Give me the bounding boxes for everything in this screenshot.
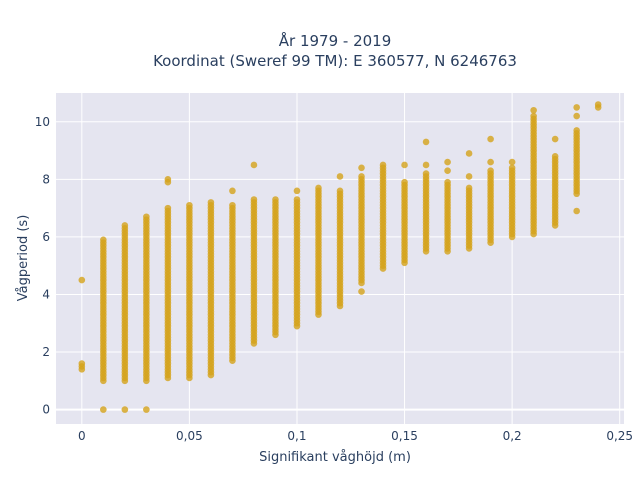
data-point	[487, 158, 494, 166]
data-point	[121, 406, 129, 413]
data-point	[465, 173, 473, 180]
data-point	[551, 153, 559, 160]
data-point	[207, 199, 215, 206]
data-point	[465, 184, 473, 192]
data-point	[164, 176, 172, 183]
y-tick-label: 6	[42, 230, 50, 244]
data-point	[143, 213, 150, 221]
data-point	[573, 112, 580, 120]
y-tick-label: 2	[42, 345, 50, 359]
data-point	[336, 173, 344, 180]
data-point	[315, 184, 322, 192]
chart-title-line2: Koordinat (Sweref 99 TM): E 360577, N 62…	[153, 52, 517, 70]
data-point	[573, 127, 580, 134]
x-tick-label: 0,15	[391, 429, 418, 443]
data-point	[379, 161, 387, 169]
y-tick-label: 10	[35, 115, 50, 129]
x-axis-title: Signifikant våghöjd (m)	[259, 450, 411, 465]
data-point	[508, 164, 516, 172]
y-tick-label: 0	[42, 403, 50, 417]
data-point	[293, 187, 301, 195]
data-point	[530, 106, 537, 114]
data-point	[229, 201, 236, 209]
data-point	[444, 178, 451, 186]
data-point	[422, 138, 430, 146]
data-point	[465, 150, 473, 157]
x-tick-label: 0,1	[287, 429, 306, 443]
x-tick-label: 0,25	[606, 429, 633, 443]
data-point	[530, 112, 537, 120]
chart-title-line1: År 1979 - 2019	[279, 31, 392, 50]
data-point	[422, 170, 430, 177]
data-point	[229, 187, 236, 195]
data-point	[401, 161, 408, 169]
data-point	[143, 406, 150, 413]
data-point	[358, 164, 365, 172]
data-point	[164, 204, 172, 212]
data-point	[401, 178, 408, 186]
data-point	[336, 187, 344, 195]
x-tick-label: 0,05	[176, 429, 203, 443]
data-point	[444, 167, 451, 175]
data-point	[573, 207, 580, 215]
data-point	[594, 101, 602, 108]
data-point	[444, 158, 451, 166]
data-point	[121, 222, 129, 229]
data-point	[573, 104, 580, 111]
y-tick-labels: 0 2 4 6 8 10	[35, 115, 50, 417]
data-point	[487, 135, 494, 143]
data-point	[293, 196, 301, 203]
y-tick-label: 8	[42, 172, 50, 186]
data-point	[100, 406, 107, 413]
data-point	[250, 161, 258, 169]
data-point	[186, 201, 193, 209]
data-point	[551, 135, 559, 143]
data-point	[100, 236, 107, 244]
data-point	[272, 196, 279, 203]
data-point	[250, 196, 258, 203]
y-axis-title: Vågperiod (s)	[16, 215, 31, 302]
data-point	[487, 167, 494, 175]
x-tick-label: 0,2	[503, 429, 522, 443]
data-point	[358, 288, 365, 295]
data-point	[422, 161, 430, 169]
data-point	[358, 173, 365, 180]
x-tick-labels: 0 0,05 0,1 0,15 0,2 0,25	[78, 429, 633, 443]
data-point	[78, 360, 86, 367]
y-tick-label: 4	[42, 287, 50, 301]
data-point	[78, 276, 86, 284]
data-point	[508, 158, 516, 166]
data-points	[78, 101, 602, 413]
x-tick-label: 0	[78, 429, 86, 443]
